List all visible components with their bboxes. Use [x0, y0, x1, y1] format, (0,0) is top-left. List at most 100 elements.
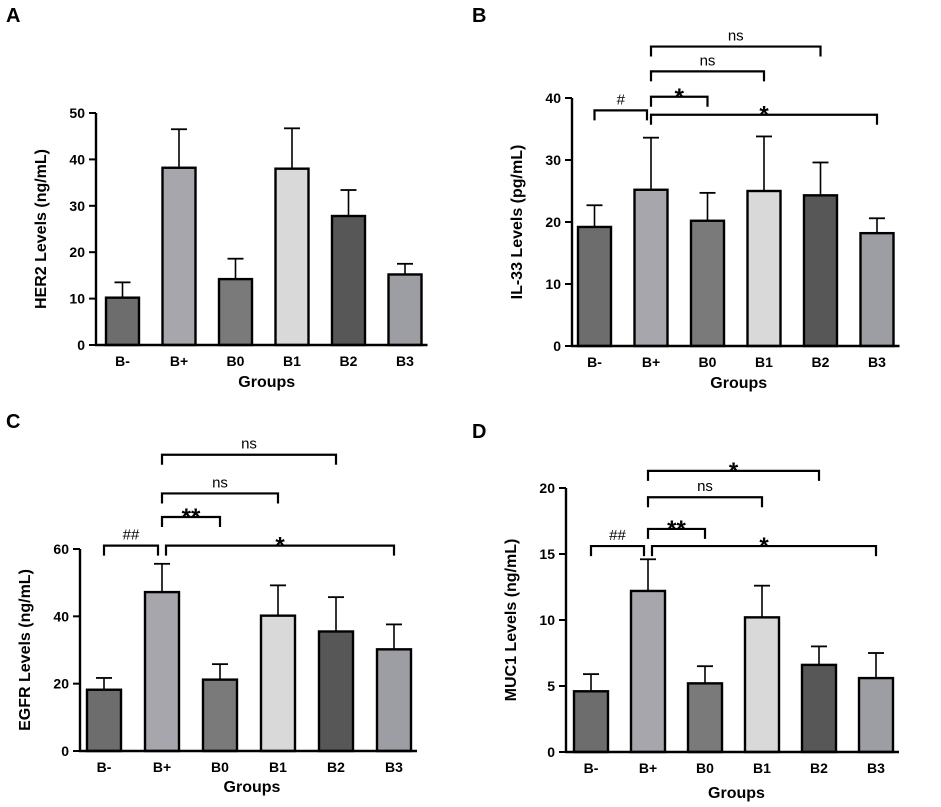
- significance-bracket: [160, 515, 222, 528]
- bar-b3: [387, 273, 423, 347]
- y-axis-title: HER2 Levels (ng/mL): [33, 149, 50, 309]
- x-tick-label: B2: [340, 353, 358, 369]
- x-tick-label: B2: [327, 759, 345, 775]
- y-tick-label: 10: [69, 291, 85, 307]
- panel-label: B: [472, 5, 486, 27]
- x-tick-label: B2: [812, 354, 830, 370]
- significance-bracket: [646, 527, 707, 539]
- bar-b2: [317, 630, 355, 753]
- bar-bplus: [161, 166, 197, 347]
- significance-bracket: [649, 113, 879, 125]
- y-tick-label: 0: [77, 337, 85, 353]
- x-tick-label: B3: [385, 759, 403, 775]
- bar-b0: [201, 678, 239, 753]
- bar-bminus: [576, 225, 613, 348]
- chart-panel-b: B- B+ B0 B1 B2 B3 0 10 20 30 40 Groups IL-33 Levels …: [509, 28, 900, 392]
- significance-label: *: [759, 533, 769, 560]
- panel-label: A: [6, 5, 20, 27]
- bar-b1: [259, 614, 297, 753]
- x-tick-label: B0: [696, 760, 714, 776]
- y-tick-label: 40: [69, 151, 85, 167]
- x-tick-label: B3: [396, 353, 414, 369]
- x-axis-title: Groups: [238, 374, 295, 391]
- significance-bracket: [160, 453, 338, 465]
- bar-bplus: [143, 590, 181, 753]
- significance-label: **: [182, 504, 201, 531]
- x-tick-label: B-: [115, 353, 130, 369]
- bar-b2: [802, 194, 839, 348]
- y-tick-label: 40: [545, 90, 561, 106]
- x-tick-label: B+: [153, 759, 171, 775]
- bar-b0: [689, 219, 726, 348]
- significance-label: ns: [700, 52, 716, 69]
- bar-b0: [686, 682, 724, 754]
- x-tick-label: B1: [269, 759, 287, 775]
- x-tick-label: B2: [810, 760, 828, 776]
- bar-b3: [859, 231, 895, 348]
- y-tick-label: 0: [553, 338, 561, 354]
- x-tick-label: B-: [587, 354, 602, 370]
- significance-bracket: [649, 70, 766, 82]
- y-tick-label: 5: [547, 678, 555, 694]
- x-tick-label: B+: [170, 353, 188, 369]
- significance-label: *: [275, 533, 285, 560]
- significance-bracket: [649, 95, 709, 107]
- y-axis-title: EGFR Levels (ng/mL): [17, 569, 34, 731]
- bar-bplus: [629, 589, 667, 754]
- x-axis-title: Groups: [708, 785, 765, 802]
- significance-label: ns: [241, 436, 257, 453]
- bar-bplus: [633, 188, 669, 348]
- y-tick-label: 10: [539, 612, 555, 628]
- significance-bracket: [650, 544, 878, 557]
- significance-bracket: [589, 544, 646, 557]
- y-tick-label: 50: [69, 105, 85, 121]
- significance-label: ns: [212, 474, 228, 491]
- y-tick-label: 60: [53, 541, 69, 557]
- x-tick-label: B3: [868, 354, 886, 370]
- significance-label: *: [675, 84, 685, 111]
- significance-bracket: [646, 469, 821, 481]
- x-tick-label: B0: [699, 354, 717, 370]
- significance-bracket: [646, 496, 764, 508]
- y-tick-label: 30: [69, 198, 85, 214]
- significance-label: ns: [728, 28, 744, 45]
- y-tick-label: 0: [61, 743, 69, 759]
- significance-bracket: [164, 544, 396, 556]
- bar-b1: [274, 167, 310, 347]
- bar-bminus: [572, 690, 610, 754]
- significance-label: *: [759, 102, 769, 129]
- bar-b1: [743, 616, 781, 754]
- x-tick-label: B1: [753, 760, 771, 776]
- x-axis-title: Groups: [224, 779, 281, 796]
- y-axis-title: MUC1 Levels (ng/mL): [503, 539, 520, 702]
- x-tick-label: B+: [639, 760, 657, 776]
- x-axis-title: Groups: [710, 375, 767, 392]
- x-tick-label: B+: [642, 354, 660, 370]
- significance-bracket: [649, 45, 822, 57]
- bar-b1: [746, 189, 782, 348]
- y-tick-label: 30: [545, 152, 561, 168]
- x-tick-label: B0: [227, 353, 245, 369]
- bar-b2: [330, 214, 367, 347]
- x-tick-label: B0: [211, 759, 229, 775]
- chart-panel-d: B- B+ B0 B1 B2 B3 0 5 10 15 20 Groups MUC1 Levels (n…: [503, 458, 899, 802]
- significance-label: *: [729, 458, 739, 485]
- bar-bminus: [104, 296, 141, 347]
- chart-panel-a: B- B+ B0 B1 B2 B3 0 10 20 30 40 50 Groups HER2 Levels…: [33, 105, 428, 391]
- chart-panel-c: B- B+ B0 B1 B2 B3 0 20 40 60 Groups EGFR Levels (ng…: [17, 436, 417, 796]
- x-tick-label: B-: [97, 759, 112, 775]
- bar-b3: [857, 676, 895, 754]
- y-tick-label: 20: [539, 480, 555, 496]
- y-tick-label: 20: [53, 676, 69, 692]
- significance-bracket: [160, 492, 280, 504]
- y-tick-label: 20: [69, 244, 85, 260]
- x-tick-label: B1: [755, 354, 773, 370]
- significance-label: ns: [697, 478, 713, 495]
- y-tick-label: 40: [53, 608, 69, 624]
- y-axis-title: IL-33 Levels (pg/mL): [509, 145, 526, 300]
- y-tick-label: 0: [547, 744, 555, 760]
- bar-bminus: [85, 688, 123, 753]
- y-tick-label: 10: [545, 276, 561, 292]
- significance-bracket: [102, 544, 160, 556]
